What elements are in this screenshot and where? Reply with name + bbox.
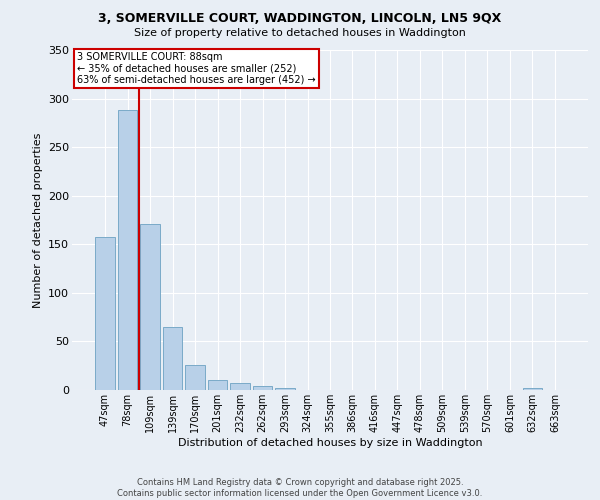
Bar <box>523 388 542 390</box>
Bar <box>185 364 205 390</box>
Bar <box>118 110 137 390</box>
Y-axis label: Number of detached properties: Number of detached properties <box>32 132 43 308</box>
Bar <box>95 236 115 390</box>
X-axis label: Distribution of detached houses by size in Waddington: Distribution of detached houses by size … <box>178 438 482 448</box>
Bar <box>230 383 250 390</box>
Bar <box>163 327 182 390</box>
Text: 3 SOMERVILLE COURT: 88sqm
← 35% of detached houses are smaller (252)
63% of semi: 3 SOMERVILLE COURT: 88sqm ← 35% of detac… <box>77 52 316 85</box>
Text: 3, SOMERVILLE COURT, WADDINGTON, LINCOLN, LN5 9QX: 3, SOMERVILLE COURT, WADDINGTON, LINCOLN… <box>98 12 502 26</box>
Bar <box>140 224 160 390</box>
Text: Size of property relative to detached houses in Waddington: Size of property relative to detached ho… <box>134 28 466 38</box>
Bar <box>253 386 272 390</box>
Bar <box>275 388 295 390</box>
Bar <box>208 380 227 390</box>
Text: Contains HM Land Registry data © Crown copyright and database right 2025.
Contai: Contains HM Land Registry data © Crown c… <box>118 478 482 498</box>
